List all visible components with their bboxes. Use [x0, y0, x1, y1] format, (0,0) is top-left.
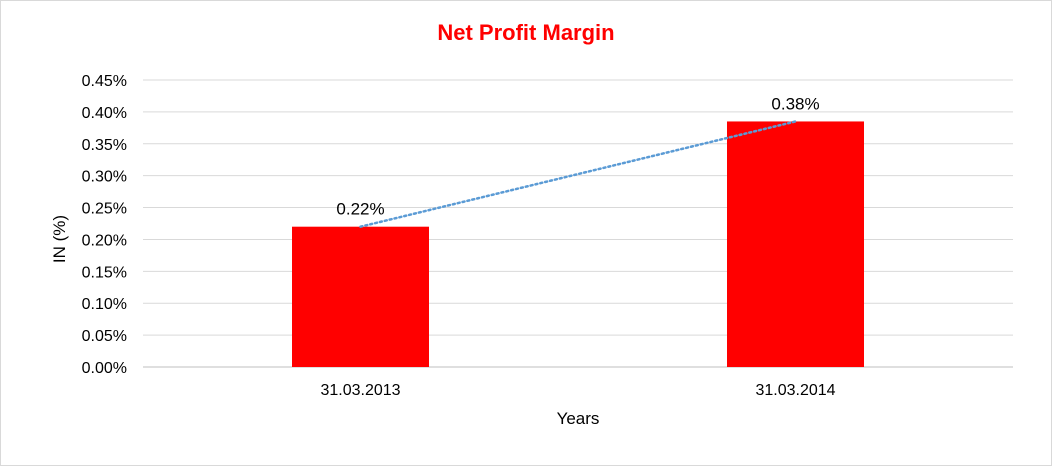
data-label: 0.22% [336, 200, 384, 219]
y-tick-label: 0.25% [82, 201, 127, 218]
x-axis-ticks: 31.03.2013 31.03.2014 [320, 382, 835, 399]
y-tick-label: 0.35% [82, 137, 127, 154]
chart-title: Net Profit Margin [437, 20, 614, 45]
data-labels: 0.22% 0.38% [336, 94, 819, 218]
y-axis-title: IN (%) [50, 215, 69, 263]
x-axis-title: Years [557, 409, 600, 428]
trendline [359, 120, 797, 228]
bar [292, 226, 429, 367]
x-tick-label: 31.03.2014 [755, 382, 835, 399]
y-tick-label: 0.30% [82, 169, 127, 186]
bars [292, 121, 864, 367]
y-axis-ticks: 0.00% 0.05% 0.10% 0.15% 0.20% 0.25% 0.30% 0.35%… [82, 73, 127, 377]
y-tick-label: 0.05% [82, 328, 127, 345]
bar [727, 121, 864, 367]
y-tick-label: 0.45% [82, 73, 127, 90]
trendline-layer [359, 120, 797, 228]
y-tick-label: 0.15% [82, 264, 127, 281]
y-tick-label: 0.20% [82, 232, 127, 249]
gridlines [143, 79, 1013, 368]
y-tick-label: 0.10% [82, 296, 127, 313]
data-label: 0.38% [771, 94, 819, 113]
y-tick-label: 0.00% [82, 360, 127, 377]
y-tick-label: 0.40% [82, 105, 127, 122]
x-tick-label: 31.03.2013 [320, 382, 400, 399]
